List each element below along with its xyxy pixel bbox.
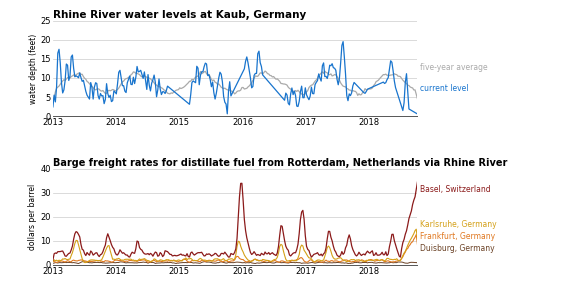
- Text: five-year average: five-year average: [420, 63, 488, 72]
- Text: Frankfurt, Germany: Frankfurt, Germany: [420, 232, 496, 241]
- Text: Basel, Switzerland: Basel, Switzerland: [420, 185, 491, 194]
- Y-axis label: dollars per barrel: dollars per barrel: [28, 184, 38, 250]
- Text: Duisburg, Germany: Duisburg, Germany: [420, 244, 495, 253]
- Text: Rhine River water levels at Kaub, Germany: Rhine River water levels at Kaub, German…: [53, 10, 306, 20]
- Text: Karlsruhe, Germany: Karlsruhe, Germany: [420, 220, 497, 229]
- Text: Barge freight rates for distillate fuel from Rotterdam, Netherlands via Rhine Ri: Barge freight rates for distillate fuel …: [53, 158, 507, 168]
- Text: current level: current level: [420, 84, 469, 93]
- Y-axis label: water depth (feet): water depth (feet): [29, 33, 38, 103]
